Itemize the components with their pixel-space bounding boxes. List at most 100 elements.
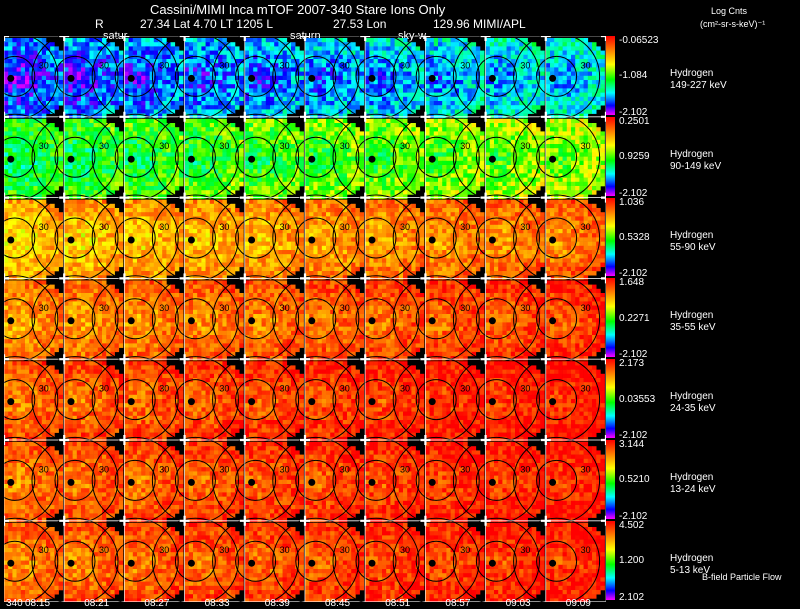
saturn-dot [67,317,75,325]
crosshair [540,515,551,526]
footer-note: B-field Particle Flow [702,572,782,582]
contour-outer [4,517,59,602]
ring-label: 30 [280,60,290,70]
contour-inner [4,136,36,178]
saturn-dot [549,317,557,325]
ring-label: 30 [400,545,410,555]
energy-label: 35-55 keV [670,322,716,334]
contour-inner [475,217,517,259]
stare-image: 30 [332,275,425,363]
ring-label: 30 [460,303,470,313]
ring-label: 30 [280,545,290,555]
crosshair [300,192,310,203]
stare-image: 30 [151,275,244,363]
colorbar-min: -2.102 [619,187,648,199]
contour-inner [235,136,277,178]
stare-image: 30 [212,194,304,282]
species-label: Hydrogen [670,68,714,79]
stare-image: 30 [513,517,605,602]
channel-label: Hydrogen 149-227 keV [670,68,727,92]
ring-label: 30 [340,60,350,70]
saturn-dot [67,478,75,486]
contour-inner [415,459,457,501]
stare-image: 30 [272,436,365,524]
saturn-dot [488,317,496,325]
ring-label: 30 [340,303,350,313]
units-label: (cm²-sr-s-keV)⁻¹ [700,19,766,29]
ring-label: 30 [280,303,290,313]
species-label: Hydrogen [670,391,714,403]
saturn-dot [127,155,135,163]
stare-image: 30 [31,275,124,363]
time-tick: 08:33 [204,598,230,609]
contour-inner [4,540,36,582]
crosshair [4,354,9,365]
crosshair [300,111,310,122]
crosshair [239,36,250,41]
ring-label: 30 [219,545,229,555]
crosshair [480,515,491,526]
stare-image: 30 [212,275,304,363]
colorbar-max: -0.06523 [619,35,659,46]
ring-label: 30 [159,545,169,555]
channel-label: Hydrogen 90-149 keV [670,149,721,173]
saturn-dot [7,559,15,567]
contour-inner [475,55,517,97]
contour-inner [235,217,277,259]
contour-outer [452,517,540,602]
contour-inner [54,136,96,178]
colorbar [606,359,615,438]
crosshair [239,354,250,365]
ring-label: 30 [581,222,591,232]
crosshair [540,354,551,365]
crosshair [179,515,190,526]
ring-label: 30 [400,60,410,70]
colorbar-max: 1.648 [619,277,645,289]
crosshair [601,111,606,122]
contour-inner [114,459,156,501]
channel-label: Hydrogen 24-35 keV [670,391,716,415]
stare-image: 30 [452,517,545,602]
ring-label: 30 [99,545,109,555]
contour-inner [54,540,96,582]
stare-image: 30 [452,275,545,363]
crosshair [540,435,551,445]
ring-label: 30 [159,384,169,394]
crosshair [360,354,371,365]
stare-image: 30 [31,436,124,524]
colorbar-mid: 0.5328 [619,232,650,243]
crosshair [179,273,190,284]
contour-inner [235,55,277,97]
saturn-dot [7,398,15,406]
contour-inner [415,55,457,97]
crosshair [360,111,371,122]
contour-inner [54,379,96,421]
contour-inner [4,298,36,340]
stare-image: 30 [452,113,545,201]
stare-image: 30 [212,356,304,444]
time-start-prefix: 340 [6,598,23,609]
colorbar-max: 2.173 [619,358,645,370]
crosshair [119,515,130,526]
saturn-dot [187,74,195,82]
ring-label: 30 [520,141,530,151]
ring-label: 30 [39,60,49,70]
saturn-dot [127,236,135,244]
saturn-dot [428,398,436,406]
ring-label: 30 [520,545,530,555]
crosshair [360,273,371,284]
ring-label: 30 [460,384,470,394]
saturn-dot [368,398,376,406]
contour-inner [54,459,96,501]
ring-label: 30 [520,303,530,313]
colorbar-min: -2.102 [619,510,648,522]
crosshair [480,36,491,41]
crosshair [119,111,130,122]
stare-image: 30 [4,275,64,363]
saturn-dot [428,317,436,325]
ring-label: 30 [581,303,591,313]
contour-inner [174,459,216,501]
contour-inner [295,136,337,178]
species-label: Hydrogen [670,310,714,322]
colorbar-min: -2.102 [619,349,648,361]
